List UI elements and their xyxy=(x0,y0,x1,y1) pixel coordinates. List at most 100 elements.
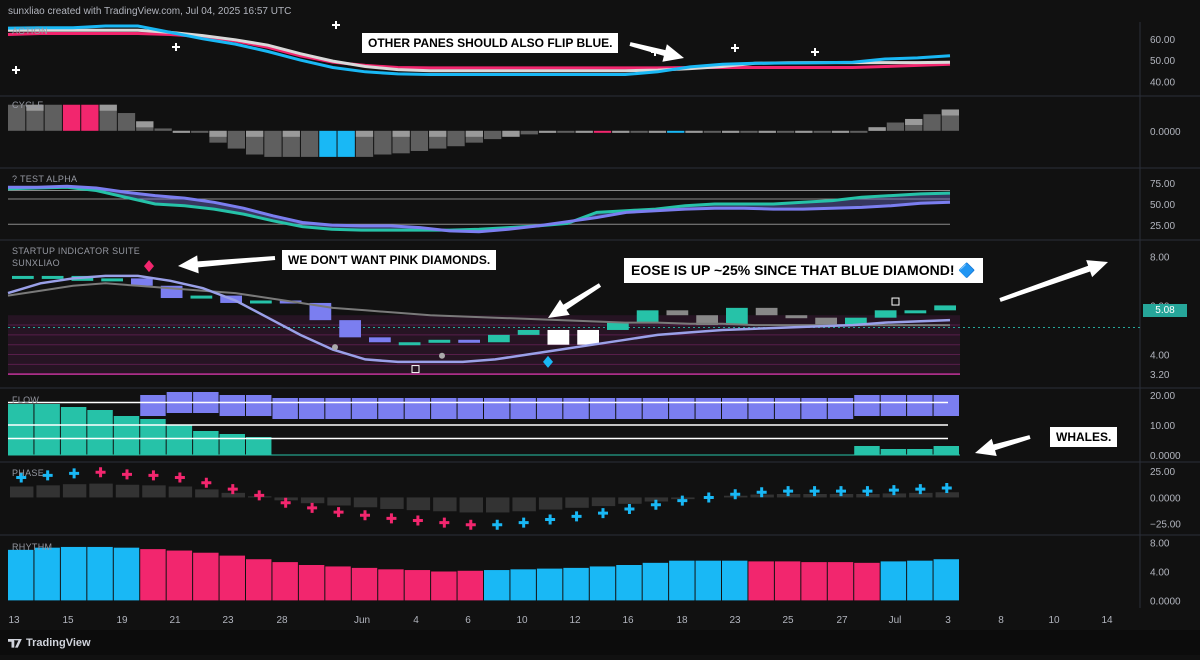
annotation-other-panes: OTHER PANES SHOULD ALSO FLIP BLUE. xyxy=(362,33,619,53)
rhythm-bar xyxy=(748,561,774,601)
phase-bar xyxy=(591,497,616,507)
flow-teal-bar xyxy=(246,437,272,455)
flow-purple-bar xyxy=(272,398,298,419)
phase-bar xyxy=(195,489,219,498)
cycle-bar-highlight xyxy=(648,130,667,133)
phase-cross-marker xyxy=(941,483,952,494)
rhythm-bar xyxy=(801,562,827,601)
phase-cross-marker xyxy=(254,490,265,501)
phase-cross-marker xyxy=(280,497,291,508)
phase-cross-marker xyxy=(836,486,846,497)
alpha-series-line xyxy=(8,184,951,234)
flow-teal-bar xyxy=(87,410,113,455)
flow-teal-bar xyxy=(60,407,87,455)
phase-cross-marker xyxy=(783,486,794,497)
x-tick-label: 10 xyxy=(516,615,528,626)
cycle-bar xyxy=(410,130,429,151)
suite-pane-subtitle: SUNXLIAO xyxy=(12,258,60,268)
square-marker xyxy=(411,365,420,374)
phase-bar xyxy=(300,497,325,504)
rhythm-bar xyxy=(113,547,140,601)
cycle-bar xyxy=(227,130,245,149)
cycle-bar-highlight xyxy=(209,130,227,137)
x-tick-label: 4 xyxy=(413,615,419,626)
flow-purple-bar xyxy=(827,398,854,419)
rhythm-bar xyxy=(880,561,907,601)
suite-candle xyxy=(607,322,629,330)
cycle-bar-highlight xyxy=(465,130,483,137)
phase-cross-marker xyxy=(69,468,80,479)
flow-teal-bar xyxy=(8,404,34,455)
suite-candle xyxy=(339,320,361,338)
last-price-tag: 5.08 xyxy=(1143,304,1187,317)
phase-cross-marker xyxy=(598,508,608,519)
flow-teal-bar xyxy=(854,446,880,455)
y-tick-label: 50.00 xyxy=(1150,200,1175,211)
cycle-bar xyxy=(484,130,502,140)
flow-teal-bar xyxy=(34,404,60,455)
phase-cross-marker xyxy=(227,484,238,495)
suite-pane-title: STARTUP INDICATOR SUITE xyxy=(12,246,141,256)
cycle-bar-highlight xyxy=(99,104,117,111)
suite-candle xyxy=(934,305,956,311)
phase-cross-marker xyxy=(756,487,767,498)
cycle-bar xyxy=(26,104,44,131)
rhythm-bar xyxy=(827,562,854,601)
rhythm-bar xyxy=(695,560,721,601)
y-tick-label: 75.00 xyxy=(1150,179,1175,190)
rhythm-bar xyxy=(272,562,298,601)
rhythm-bar xyxy=(140,549,166,601)
phase-cross-marker xyxy=(571,511,582,522)
x-tick-label: 25 xyxy=(782,615,794,626)
x-tick-label: 27 xyxy=(836,615,848,626)
rhythm-bar xyxy=(246,559,272,601)
suite-candle xyxy=(845,317,867,326)
arrow-eose-right-shape xyxy=(999,260,1108,302)
dot-marker xyxy=(332,344,338,351)
cycle-bar-highlight xyxy=(941,109,959,116)
arrow-whales-shape xyxy=(975,435,1031,457)
phase-cross-marker xyxy=(360,510,370,521)
flow-purple-bar xyxy=(748,398,774,419)
phase-bar xyxy=(221,492,245,498)
rhythm-bar xyxy=(536,568,563,601)
pink-diamond-marker xyxy=(144,260,154,273)
cycle-pane-title: CYCLE xyxy=(12,100,44,110)
phase-cross-marker xyxy=(545,514,556,525)
cycle-bar xyxy=(630,130,648,133)
y-tick-label: 0.0000 xyxy=(1150,127,1181,138)
phase-bar xyxy=(538,497,563,510)
phase-pane-title: PHASE xyxy=(12,468,45,478)
phase-cross-marker xyxy=(492,519,503,530)
flow-purple-bar xyxy=(854,395,880,416)
flow-purple-bar xyxy=(298,398,325,419)
y-tick-label: 8.00 xyxy=(1150,252,1170,263)
suite-candle xyxy=(488,334,510,343)
flow-purple-bar xyxy=(378,398,404,419)
y-tick-label: 0.0000 xyxy=(1150,451,1181,462)
x-tick-label: 21 xyxy=(169,615,181,626)
suite-fast-ma xyxy=(7,274,951,364)
action-series-line xyxy=(7,24,951,76)
flow-teal-bar xyxy=(219,434,245,455)
phase-cross-marker xyxy=(307,502,318,513)
phase-cross-marker xyxy=(465,519,476,530)
rhythm-bar xyxy=(404,570,431,601)
x-tick-label: 3 xyxy=(945,615,951,626)
cycle-bar-highlight xyxy=(795,130,813,133)
cycle-bar xyxy=(99,104,117,131)
cycle-bar xyxy=(593,130,612,133)
phase-cross-marker xyxy=(386,513,397,524)
flow-purple-bar xyxy=(722,398,748,419)
rhythm-bar xyxy=(60,546,87,601)
suite-candle xyxy=(369,337,391,343)
action-series-line xyxy=(7,32,951,70)
alpha-cross-marker xyxy=(811,48,819,56)
cycle-bar-highlight xyxy=(26,104,44,111)
suite-candle xyxy=(250,300,272,304)
phase-bar xyxy=(882,493,907,498)
cycle-bar xyxy=(264,130,282,157)
x-tick-label: Jun xyxy=(354,615,370,626)
